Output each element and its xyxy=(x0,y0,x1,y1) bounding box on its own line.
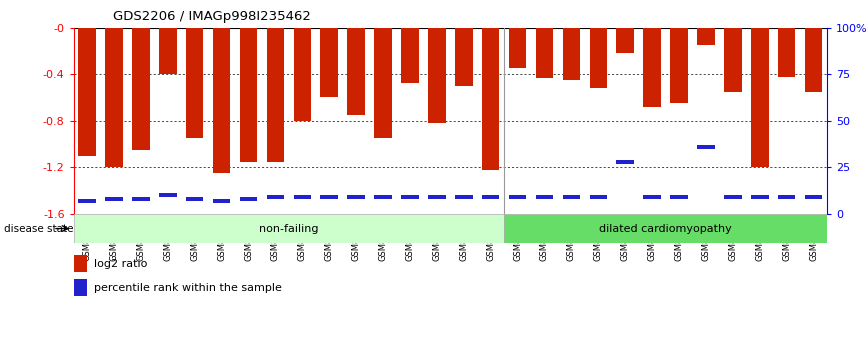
Bar xyxy=(74,255,87,272)
Bar xyxy=(504,214,827,243)
Bar xyxy=(267,195,284,199)
Bar xyxy=(617,160,634,164)
Bar xyxy=(320,195,338,199)
Text: non-failing: non-failing xyxy=(259,224,319,234)
Bar xyxy=(428,195,446,199)
Bar xyxy=(482,28,500,170)
Bar xyxy=(617,28,634,53)
Bar xyxy=(455,195,473,199)
Bar xyxy=(509,28,527,68)
Text: percentile rank within the sample: percentile rank within the sample xyxy=(94,283,282,293)
Bar xyxy=(132,28,150,150)
Bar xyxy=(778,195,795,199)
Bar xyxy=(643,195,661,199)
Bar xyxy=(805,28,823,92)
Bar xyxy=(74,279,87,296)
Bar xyxy=(267,28,284,161)
Bar xyxy=(347,195,365,199)
Bar xyxy=(536,195,553,199)
Bar xyxy=(751,195,768,199)
Bar xyxy=(240,28,257,161)
Bar xyxy=(78,28,96,156)
Bar xyxy=(670,28,688,103)
Bar xyxy=(240,197,257,201)
Bar xyxy=(536,28,553,78)
Bar xyxy=(132,197,150,201)
Bar xyxy=(74,214,504,243)
Text: disease state: disease state xyxy=(4,224,74,234)
Bar xyxy=(482,195,500,199)
Bar xyxy=(724,28,741,92)
Bar xyxy=(159,193,177,197)
Bar xyxy=(724,195,741,199)
Bar xyxy=(778,28,795,77)
Bar xyxy=(186,197,204,201)
Bar xyxy=(643,28,661,107)
Bar xyxy=(294,28,311,121)
Bar xyxy=(213,28,230,173)
Bar xyxy=(374,195,391,199)
Bar xyxy=(455,28,473,86)
Text: GDS2206 / IMAGp998I235462: GDS2206 / IMAGp998I235462 xyxy=(113,10,310,23)
Bar xyxy=(186,28,204,138)
Bar xyxy=(294,195,311,199)
Bar xyxy=(213,199,230,203)
Bar xyxy=(590,195,607,199)
Bar xyxy=(374,28,391,138)
Bar xyxy=(751,28,768,167)
Bar xyxy=(428,28,446,123)
Bar xyxy=(509,195,527,199)
Bar xyxy=(320,28,338,97)
Bar xyxy=(401,195,418,199)
Bar xyxy=(805,195,823,199)
Bar xyxy=(670,195,688,199)
Bar xyxy=(347,28,365,115)
Text: log2 ratio: log2 ratio xyxy=(94,259,148,269)
Bar xyxy=(563,28,580,80)
Bar xyxy=(78,199,96,203)
Bar xyxy=(697,145,714,149)
Bar xyxy=(563,195,580,199)
Bar xyxy=(159,28,177,74)
Bar xyxy=(106,197,123,201)
Bar xyxy=(401,28,418,83)
Text: dilated cardiomyopathy: dilated cardiomyopathy xyxy=(599,224,732,234)
Bar xyxy=(590,28,607,88)
Bar xyxy=(106,28,123,167)
Bar xyxy=(697,28,714,45)
